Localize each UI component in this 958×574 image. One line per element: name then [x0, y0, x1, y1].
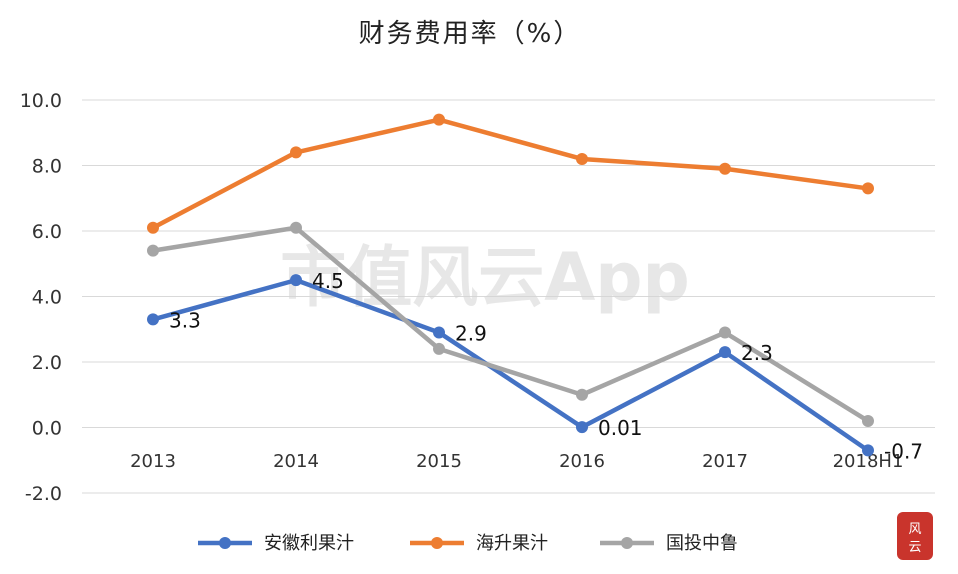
legend-marker: [431, 537, 443, 549]
data-point: [433, 113, 445, 126]
y-tick-label: -2.0: [25, 483, 62, 505]
data-point: [576, 421, 588, 434]
data-point: [290, 274, 302, 287]
x-tick-label: 2018H1: [833, 451, 904, 472]
y-tick-label: 6.0: [32, 221, 62, 243]
y-axis: 10.0 8.0 6.0 4.0 2.0 0.0 -2.0: [20, 90, 62, 505]
x-tick-label: 2017: [702, 451, 748, 472]
legend-label: 海升果汁: [476, 533, 548, 554]
legend-label: 安徽利果汁: [264, 533, 354, 554]
y-tick-label: 4.0: [32, 287, 62, 309]
data-point: [147, 221, 159, 234]
chart-title: 财务费用率（%）: [359, 19, 582, 49]
x-axis: 2013 2014 2015 2016 2017 2018H1: [130, 451, 903, 472]
data-point: [719, 326, 731, 339]
x-tick-label: 2013: [130, 451, 176, 472]
data-label: 2.9: [455, 322, 487, 346]
legend-label: 国投中鲁: [666, 533, 738, 554]
legend-marker: [621, 537, 633, 549]
data-point: [719, 162, 731, 175]
data-point: [862, 182, 874, 195]
svg-text:云: 云: [908, 540, 921, 555]
x-tick-label: 2014: [273, 451, 319, 472]
data-point: [576, 152, 588, 165]
series-line: [150, 117, 871, 230]
y-tick-label: 10.0: [20, 90, 62, 112]
grid: [82, 99, 935, 494]
y-tick-label: 8.0: [32, 156, 62, 178]
data-point: [147, 244, 159, 257]
x-tick-label: 2016: [559, 451, 605, 472]
data-label: 0.01: [598, 416, 643, 440]
series-line: [150, 225, 871, 424]
data-point: [719, 346, 731, 359]
legend: 安徽利果汁 海升果汁 国投中鲁: [198, 533, 738, 554]
data-point: [862, 414, 874, 427]
svg-text:风: 风: [908, 522, 921, 537]
data-point: [433, 342, 445, 355]
data-point: [433, 326, 445, 339]
data-point: [576, 388, 588, 401]
data-point: [147, 313, 159, 326]
y-tick-label: 2.0: [32, 352, 62, 374]
watermark: 市值风云App: [280, 239, 690, 316]
series-group: [147, 113, 874, 457]
data-point: [290, 221, 302, 234]
series-line: [150, 277, 871, 453]
legend-marker: [219, 537, 231, 549]
seal-logo: 风 云: [897, 512, 933, 560]
data-labels: 3.3 4.5 2.9 0.01 2.3 -0.7: [169, 269, 923, 463]
x-tick-label: 2015: [416, 451, 462, 472]
data-point: [290, 146, 302, 159]
data-label: 2.3: [741, 341, 773, 365]
data-label: 4.5: [312, 269, 344, 293]
data-label: 3.3: [169, 308, 201, 332]
data-point: [862, 444, 874, 457]
y-tick-label: 0.0: [32, 418, 62, 440]
data-label: -0.7: [884, 439, 923, 463]
